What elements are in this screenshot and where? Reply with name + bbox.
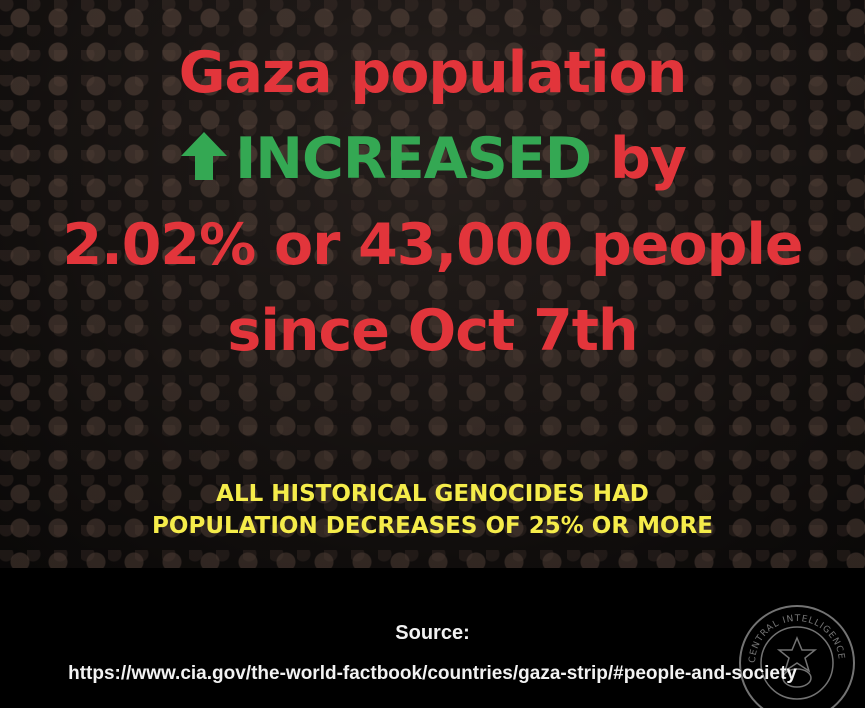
headline-line-4: since Oct 7th [227,298,638,364]
background-overlay [0,0,865,568]
by-word: by [591,126,687,192]
headline-line-2: INCREASED by [0,116,865,202]
headline-line-3: 2.02% or 43,000 people [62,212,803,278]
source-url: https://www.cia.gov/the-world-factbook/c… [68,663,797,684]
increased-word: INCREASED [235,126,592,192]
up-arrow-icon [181,132,228,180]
crowd-background-image [0,0,865,568]
source-label: Source: [395,622,470,644]
cia-seal-icon: CENTRAL INTELLIGENCE AGENCY [738,604,855,708]
subheadline: ALL HISTORICAL GENOCIDES HAD POPULATION … [0,478,865,542]
footer-bar [0,568,865,708]
subheadline-line-1: ALL HISTORICAL GENOCIDES HAD [216,481,649,507]
headline: Gaza population INCREASED by 2.02% or 43… [0,30,865,374]
svg-text:CENTRAL INTELLIGENCE AGENCY: CENTRAL INTELLIGENCE AGENCY [738,604,846,664]
subheadline-line-2: POPULATION DECREASES OF 25% OR MORE [152,513,713,539]
seal-text: CENTRAL INTELLIGENCE AGENCY [738,604,845,664]
headline-line-1: Gaza population [178,40,688,106]
